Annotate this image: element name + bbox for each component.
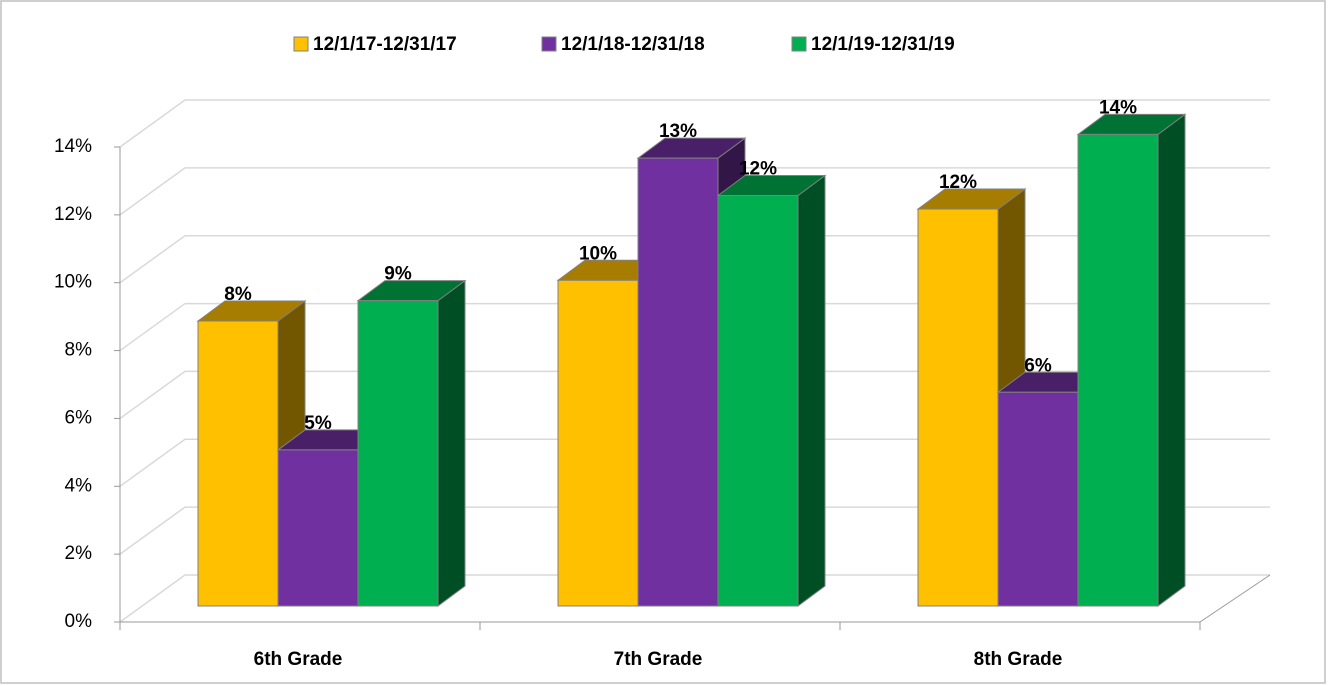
x-tick-label: 7th Grade bbox=[614, 649, 703, 670]
y-tick-label: 4% bbox=[65, 475, 93, 496]
legend-swatch bbox=[541, 36, 557, 52]
data-label: 8% bbox=[224, 284, 252, 305]
data-label: 12% bbox=[939, 172, 977, 193]
bar bbox=[357, 300, 439, 607]
grid-line bbox=[119, 438, 1270, 487]
bar-side bbox=[797, 174, 826, 607]
bar bbox=[997, 391, 1079, 607]
bar bbox=[917, 208, 999, 607]
grid-line bbox=[119, 167, 1270, 216]
floor-edge bbox=[1199, 574, 1271, 623]
bar bbox=[197, 320, 279, 607]
legend-swatch bbox=[293, 36, 309, 52]
data-label: 14% bbox=[1099, 97, 1137, 118]
legend-label: 12/1/18-12/31/18 bbox=[561, 34, 705, 55]
bar-side bbox=[1157, 113, 1186, 607]
x-tick-label: 8th Grade bbox=[974, 649, 1063, 670]
legend-label: 12/1/19-12/31/19 bbox=[811, 34, 955, 55]
y-tick-label: 8% bbox=[65, 340, 93, 361]
y-tick-label: 10% bbox=[54, 272, 92, 293]
data-label: 13% bbox=[659, 121, 697, 142]
bar bbox=[557, 279, 639, 607]
y-tick-label: 2% bbox=[65, 543, 93, 564]
bar-side bbox=[437, 279, 466, 607]
legend-swatch bbox=[791, 36, 807, 52]
y-tick-label: 6% bbox=[65, 407, 93, 428]
grid-line bbox=[119, 506, 1270, 555]
grid-line bbox=[119, 370, 1270, 420]
grid-line bbox=[119, 302, 1270, 352]
bar bbox=[277, 449, 359, 607]
legend-label: 12/1/17-12/31/17 bbox=[313, 34, 457, 55]
data-label: 10% bbox=[579, 243, 617, 264]
grid-line bbox=[119, 234, 1270, 284]
y-tick-label: 12% bbox=[54, 204, 92, 225]
y-tick-label: 14% bbox=[54, 136, 92, 157]
bar bbox=[1077, 133, 1159, 607]
bar bbox=[637, 157, 719, 607]
bar bbox=[717, 194, 799, 607]
y-tick-label: 0% bbox=[65, 611, 93, 632]
data-label: 9% bbox=[384, 264, 412, 285]
data-label: 6% bbox=[1024, 355, 1052, 376]
grid-line bbox=[119, 574, 1270, 623]
x-tick-label: 6th Grade bbox=[254, 649, 343, 670]
data-label: 5% bbox=[304, 413, 332, 434]
grid-line bbox=[119, 99, 1270, 148]
data-label: 12% bbox=[739, 158, 777, 179]
